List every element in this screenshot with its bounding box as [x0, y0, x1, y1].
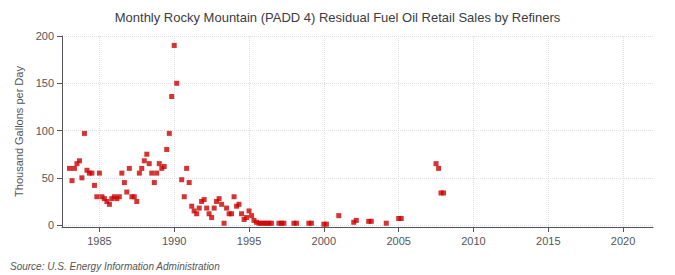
svg-text:2020: 2020	[611, 235, 635, 247]
svg-text:2010: 2010	[461, 235, 485, 247]
svg-text:50: 50	[42, 172, 54, 184]
svg-text:200: 200	[36, 30, 54, 42]
svg-text:2005: 2005	[386, 235, 410, 247]
svg-text:Source: U.S. Energy Informatio: Source: U.S. Energy Information Administ…	[10, 261, 220, 272]
svg-text:100: 100	[36, 125, 54, 137]
svg-text:1995: 1995	[237, 235, 261, 247]
svg-text:Monthly Rocky Mountain (PADD 4: Monthly Rocky Mountain (PADD 4) Residual…	[115, 10, 561, 25]
svg-text:1985: 1985	[87, 235, 111, 247]
svg-text:2015: 2015	[536, 235, 560, 247]
svg-text:0: 0	[48, 219, 54, 231]
svg-text:1990: 1990	[162, 235, 186, 247]
svg-text:2000: 2000	[312, 235, 336, 247]
svg-text:Thousand Gallons per Day: Thousand Gallons per Day	[13, 66, 25, 197]
svg-text:150: 150	[36, 77, 54, 89]
